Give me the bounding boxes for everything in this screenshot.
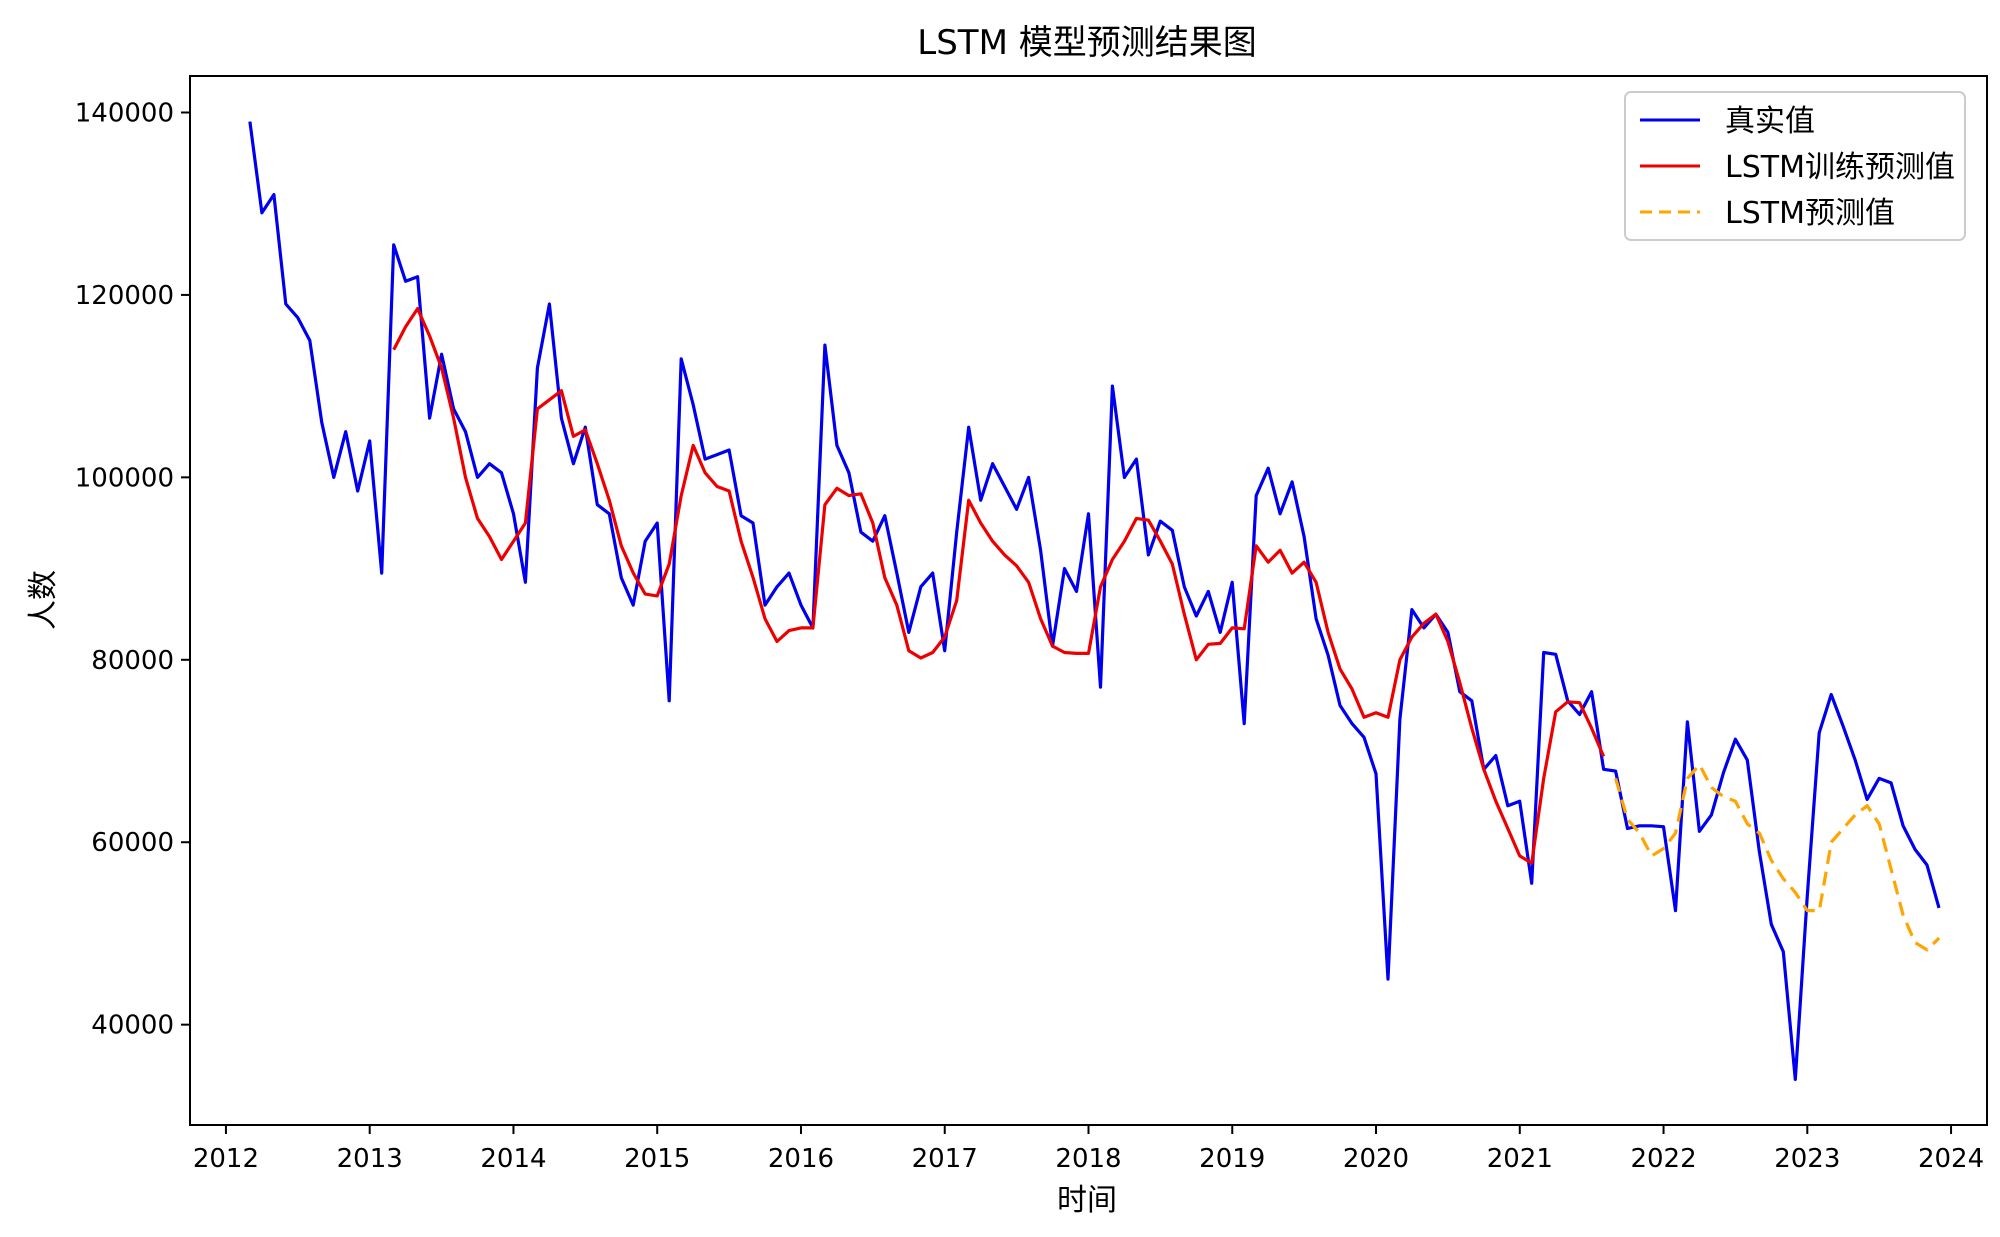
x-tick-label: 2020 [1343,1144,1409,1174]
x-tick-label: 2013 [337,1144,403,1174]
x-tick-label: 2012 [193,1144,259,1174]
series-line-lstm-train [392,307,1606,865]
x-tick-label: 2015 [624,1144,690,1174]
y-tick-label: 80000 [91,646,174,676]
legend-label-true: 真实值 [1725,104,1815,139]
plot-lines [248,121,1941,1082]
y-tick-label: 140000 [75,98,174,128]
x-axis: 2012 2013 2014 2015 2016 2017 2018 2019 2020 2021… [193,1125,1984,1174]
x-tick-label: 2021 [1487,1144,1553,1174]
legend-label-train: LSTM训练预测值 [1725,150,1955,185]
series-line-lstm-forecast [1614,763,1941,952]
x-tick-label: 2022 [1630,1144,1696,1174]
y-tick-label: 40000 [91,1011,174,1041]
x-tick-label: 2023 [1774,1144,1840,1174]
x-axis-label: 时间 [1057,1183,1117,1218]
y-tick-label: 120000 [75,281,174,311]
chart-title: LSTM 模型预测结果图 [917,23,1256,63]
legend-label-forecast: LSTM预测值 [1725,196,1895,231]
legend-box [1624,91,1966,241]
x-tick-label: 2014 [480,1144,546,1174]
x-tick-label: 2017 [912,1144,978,1174]
x-tick-label: 2019 [1199,1144,1265,1174]
y-axis-label: 人数 [26,570,61,630]
y-tick-label: 60000 [91,828,174,858]
y-tick-label: 100000 [75,463,174,493]
x-tick-label: 2024 [1918,1144,1984,1174]
legend: 真实值 LSTM训练预测值 LSTM预测值 [1624,91,1966,241]
y-axis: 40000 60000 80000 100000 120000 140000 [75,98,190,1041]
x-tick-label: 2016 [768,1144,834,1174]
x-tick-label: 2018 [1055,1144,1121,1174]
